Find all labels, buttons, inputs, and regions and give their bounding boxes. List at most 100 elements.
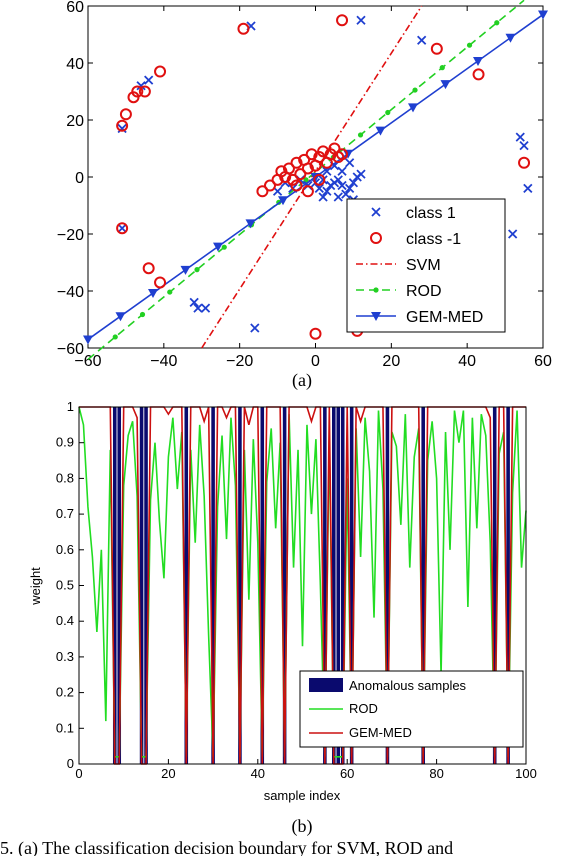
panel-a-class1-point-stroke-2 [200, 303, 211, 313]
panel-a-rod-line-marker [494, 20, 500, 26]
panel-a-y-tick-label: 40 [66, 56, 84, 73]
panel-b-x-axis-label: sample index [264, 788, 341, 803]
panel-a-class1-point-stroke-2 [322, 166, 332, 176]
panel-a-rod-line-marker [357, 132, 364, 138]
panel-a-class-neg1-point [430, 42, 443, 55]
panel-a-rod-line-marker [139, 311, 146, 318]
panel-b-x-tick-label: 20 [161, 766, 175, 781]
panel-b-y-tick-label: 0.1 [56, 720, 74, 735]
panel-b-frame-outline [78, 406, 527, 765]
panel-a-x-tick-label: −40 [150, 353, 177, 370]
panel-a-class-neg1-point [294, 168, 307, 181]
panel-b-axis-ticks: 0 20 40 60 80 100 0 0.1 0.2 0.3 0.4 0.5 0.6 0.7 0.8 0.9… [56, 399, 537, 781]
panel-a-class1-point [318, 175, 328, 185]
panel-a-class1-point [356, 15, 366, 25]
panel-b-legend-anomalous-label: Anomalous samples [349, 678, 467, 693]
panel-a-class1-point [322, 166, 332, 176]
panel-a-class-neg1-point [138, 85, 151, 98]
panel-a-class1-point-stroke-2 [508, 229, 518, 239]
panel-a-class1-point-stroke-2 [333, 175, 343, 185]
panel-a-rod-line-marker [439, 65, 445, 71]
panel-a-legend-class-1-label: class -1 [406, 231, 461, 248]
panel-a-class1-point [200, 303, 211, 313]
panel-a-class-neg1-point [154, 65, 167, 78]
panel-a-class-neg1-point [518, 156, 531, 169]
panel-a-class1-point-stroke-2 [333, 192, 343, 202]
panel-b-legend-anomalous-swatch [309, 678, 343, 692]
panel-a-class1-point-stroke-2 [322, 186, 332, 196]
panel-a-rod-line-marker [112, 334, 118, 340]
panel-a-class1-point-stroke-2 [193, 303, 203, 313]
panel-a-gem-med-line-marker [440, 80, 451, 90]
panel-a-class-neg1-point [290, 179, 303, 192]
panel-a-x-tick-label: 20 [382, 353, 400, 370]
panel-a-y-tick-label: −20 [57, 227, 84, 244]
panel-a-gem-med-line-marker [180, 265, 191, 275]
panel-a-y-tick-label: 20 [66, 113, 84, 130]
panel-b-x-tick-label: 60 [340, 766, 354, 781]
panel-b-anomalous-bar [340, 407, 345, 764]
panel-a-scatter-plot: −60 −40 −20 0 20 40 60 −60 −40 −20 0 20 40 60 class 1… [57, 0, 552, 391]
panel-a-class1-point [136, 81, 146, 91]
panel-a-legend-class-1-marker [371, 207, 381, 217]
panel-a-class1-point-stroke-2 [356, 15, 366, 25]
panel-a-x-tick-label: 0 [311, 353, 320, 370]
panel-a-rod-line-marker [412, 87, 418, 93]
panel-a-class1-point-stroke-2 [117, 223, 127, 233]
panel-a-class1-point-stroke-2 [318, 175, 328, 185]
panel-a-class1-point [341, 189, 351, 199]
panel-a-class1-point [344, 158, 355, 168]
panel-b-anomalous-bar [139, 407, 144, 764]
panel-a-class-neg1-point [116, 119, 129, 132]
panel-a-legend-gem-med-marker [371, 312, 381, 321]
panel-b-anomalous-bar [144, 407, 148, 764]
panel-a-class1-point-stroke-2 [417, 35, 427, 45]
figure-caption: 5. (a) The classification decision bound… [0, 838, 454, 856]
panel-a-y-tick-label: 0 [75, 170, 84, 187]
panel-a-class1-point [515, 132, 525, 142]
panel-a-class1-point-stroke-2 [117, 123, 127, 134]
panel-a-class1-point [250, 323, 260, 333]
panel-a-legend-class-1-marker-stroke-2 [371, 207, 381, 217]
panel-b-rod-line [78, 406, 527, 758]
panel-a-class-neg1-point [309, 327, 322, 340]
panel-b-y-tick-label: 0.7 [56, 506, 74, 521]
panel-a-class1-point [333, 192, 343, 202]
panel-b-anomalous-bar [332, 407, 336, 764]
panel-b-anomalous-bar [506, 407, 510, 764]
panel-a-rod-line-marker [385, 109, 391, 116]
panel-a-class1-point-stroke-2 [189, 297, 199, 308]
panel-a-class-neg1-point [305, 148, 318, 161]
panel-a-class1-point [417, 35, 427, 45]
panel-a-class1-point-stroke-2 [341, 189, 351, 199]
panel-a-class1-point-stroke-2 [344, 183, 355, 194]
panel-b-y-tick-label: 0 [67, 756, 74, 771]
panel-a-gem-med-line-marker [83, 335, 93, 345]
panel-a-class1-point [314, 183, 324, 194]
panel-a-class1-point-stroke-2 [515, 132, 525, 142]
panel-a-class1-point [117, 223, 127, 233]
panel-a-class-neg1-point [336, 148, 349, 161]
panel-b-anomalous-bar [336, 407, 341, 764]
panel-b-anomalous-bar [492, 407, 497, 764]
panel-a-legend-class-1-marker [370, 232, 382, 244]
panel-b-y-tick-label: 0.2 [56, 685, 74, 700]
panel-a-class-neg1-point [154, 276, 167, 289]
panel-a-y-tick-label: 60 [66, 0, 84, 16]
panel-a-class-neg1-point [290, 156, 303, 169]
panel-a-gem-med-line-marker [115, 312, 126, 322]
panel-a-legend-rod-marker [373, 287, 379, 293]
panel-b-anomalous-bar [349, 407, 354, 764]
panel-a-class1-point [333, 175, 343, 185]
panel-a-svm-line [201, 5, 423, 349]
panel-a-class1-point-stroke-2 [523, 183, 533, 194]
panel-a-class1-point [508, 229, 518, 239]
panel-a-rod-line-marker [167, 289, 173, 295]
panel-b-anomalous-bar [184, 407, 189, 764]
panel-b-label: (b) [292, 816, 313, 837]
panel-a-class-neg1-point [282, 162, 295, 175]
panel-a-gem-med-line-marker [213, 242, 223, 252]
panel-b-x-tick-label: 80 [429, 766, 443, 781]
panel-a-class1-point-stroke-2 [144, 75, 154, 85]
